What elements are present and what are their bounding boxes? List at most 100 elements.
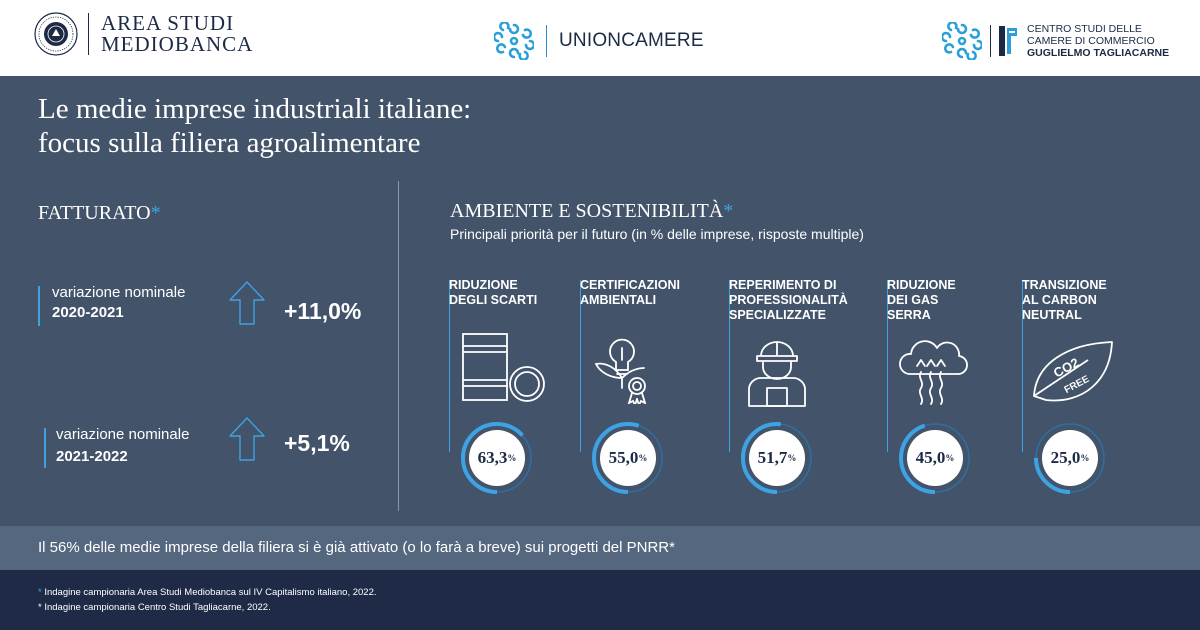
mediobanca-line1: AREA STUDI [101, 11, 235, 35]
percent-arc [741, 422, 813, 494]
priority-label-line: DEGLI SCARTI [449, 293, 538, 307]
priority-label-line: SERRA [887, 308, 931, 322]
arrow-up-icon [229, 417, 265, 461]
pnrr-note: Il 56% delle medie imprese della filiera… [38, 539, 675, 556]
mediobanca-line2: MEDIOBANCA [101, 32, 254, 56]
title-line2: focus sulla filiera agroalimentare [38, 127, 421, 159]
priority-percent: 55,0% [592, 422, 664, 494]
percent-arc [1034, 422, 1106, 494]
priority-percent-ring: 55,0% [592, 422, 664, 494]
stat-years: 2020-2021 [52, 304, 124, 321]
priority-label: TRANSIZIONE AL CARBON NEUTRAL [1022, 278, 1107, 323]
priority-label-line: AMBIENTALI [580, 293, 657, 307]
pnrr-note-band: Il 56% delle medie imprese della filiera… [0, 526, 1200, 570]
footnote-text: * Indagine campionaria Centro Studi Tagl… [38, 602, 271, 613]
stat-label: variazione nominale [52, 284, 186, 301]
percent-value: 25,0 [1050, 448, 1081, 467]
main-panel: Le medie imprese industriali italiane: f… [0, 76, 1200, 526]
fatturato-stat-1: variazione nominale 2020-2021 +11,0% [38, 281, 378, 334]
footnote-1: * Indagine campionaria Area Studi Mediob… [38, 587, 377, 598]
priority-label-line: PROFESSIONALITÀ [729, 293, 848, 307]
percent-ring-gauge [592, 422, 664, 494]
priority-percent: 51,7% [741, 422, 813, 494]
footnotes: * Indagine campionaria Area Studi Mediob… [0, 570, 1200, 630]
priority-accent-line [1022, 280, 1023, 452]
mediobanca-divider [88, 13, 89, 55]
priority-label-line: DEI GAS [887, 293, 939, 307]
unioncamere-logo: UNIONCAMERE [494, 22, 704, 60]
percent-unit: % [1080, 453, 1090, 463]
co2-free-leaf-icon: CO2 FREE [1033, 341, 1113, 402]
footnote-2: * Indagine campionaria Centro Studi Tagl… [38, 602, 271, 613]
centro-studi-wordmark: CENTRO STUDI DELLE CAMERE DI COMMERCIO G… [1027, 23, 1169, 59]
footnote-text: Indagine campionaria Area Studi Medioban… [41, 587, 377, 598]
ambiente-heading: AMBIENTE E SOSTENIBILITÀ* [450, 200, 733, 223]
unioncamere-divider [546, 25, 547, 57]
fatturato-heading-text: FATTURATO [38, 202, 151, 224]
stat-value: +5,1% [284, 430, 350, 456]
fatturato-asterisk: * [150, 202, 161, 224]
priority-percent-ring: 63,3% [461, 422, 533, 494]
priority-card-carbon-neutral: TRANSIZIONE AL CARBON NEUTRAL CO2 FREE 2… [1022, 278, 1162, 494]
stat-label: variazione nominale [56, 426, 190, 443]
ambiente-subtitle: Principali priorità per il futuro (in % … [450, 226, 864, 242]
unioncamere-wordmark: UNIONCAMERE [559, 30, 704, 51]
priority-label-line: AL CARBON [1022, 293, 1097, 307]
barrel-icon [462, 333, 545, 402]
percent-arc [592, 422, 664, 494]
percent-value: 51,7 [757, 448, 788, 467]
ambiente-asterisk: * [723, 200, 734, 222]
priority-accent-line [729, 280, 730, 452]
percent-unit: % [787, 453, 797, 463]
priority-label-line: REPERIMENTO DI [729, 278, 837, 292]
stat-value: +11,0% [284, 298, 362, 324]
percent-ring-gauge [461, 422, 533, 494]
stat-accent-bar [38, 286, 40, 326]
tagliacarne-emblem-icon [999, 26, 1017, 56]
unioncamere-swirl-icon [494, 22, 534, 60]
percent-ring-gauge [1034, 422, 1106, 494]
cloud-emission-icon [899, 340, 968, 405]
centro-studi-line1: CENTRO STUDI DELLE [1027, 23, 1142, 35]
section-divider [398, 181, 399, 511]
priority-label-line: TRANSIZIONE [1022, 278, 1107, 292]
page-title: Le medie imprese industriali italiane: f… [38, 92, 471, 160]
stat-years: 2021-2022 [56, 448, 128, 465]
priority-label-line: CERTIFICAZIONI [580, 278, 680, 292]
header: AREA STUDI MEDIOBANCA UNIONCAMERE [0, 0, 1200, 76]
priority-percent-ring: 51,7% [741, 422, 813, 494]
centro-studi-line2: CAMERE DI COMMERCIO [1027, 35, 1155, 47]
priority-accent-line [580, 280, 581, 452]
mediobanca-logo: AREA STUDI MEDIOBANCA [34, 12, 253, 56]
percent-ring-gauge [741, 422, 813, 494]
svg-text:FREE: FREE [1063, 374, 1092, 396]
footnote-marker: * [38, 587, 42, 598]
title-line1: Le medie imprese industriali italiane: [38, 93, 472, 125]
percent-value: 63,3 [477, 448, 508, 467]
arrow-up-icon [229, 281, 265, 325]
percent-unit: % [638, 453, 648, 463]
eco-lightbulb-certificate-icon [594, 338, 647, 404]
priority-accent-line [887, 280, 888, 452]
priority-label: REPERIMENTO DI PROFESSIONALITÀ SPECIALIZ… [729, 278, 848, 323]
unioncamere-swirl-icon [942, 22, 982, 60]
priority-card-gas-serra: RIDUZIONE DEI GAS SERRA 45,0% [887, 278, 1027, 494]
stat-accent-bar [44, 428, 46, 468]
priority-percent-ring: 45,0% [899, 422, 971, 494]
mediobanca-wordmark: AREA STUDI MEDIOBANCA [101, 13, 253, 55]
priority-percent: 45,0% [899, 422, 971, 494]
percent-value: 45,0 [915, 448, 946, 467]
priority-card-riduzione-scarti: RIDUZIONE DEGLI SCARTI 63,3% [449, 278, 589, 494]
percent-ring-gauge [899, 422, 971, 494]
priority-card-certificazioni: CERTIFICAZIONI AMBIENTALI 55,0% [580, 278, 720, 494]
priority-card-professionalita: REPERIMENTO DI PROFESSIONALITÀ SPECIALIZ… [729, 278, 869, 494]
percent-arc [461, 422, 533, 494]
worker-hardhat-icon [748, 341, 806, 407]
priority-accent-line [449, 280, 450, 452]
priority-label-line: NEUTRAL [1022, 308, 1082, 322]
priority-label: CERTIFICAZIONI AMBIENTALI [580, 278, 680, 308]
priority-label-line: RIDUZIONE [449, 278, 518, 292]
priority-label: RIDUZIONE DEI GAS SERRA [887, 278, 956, 323]
fatturato-stat-2: variazione nominale 2021-2022 +5,1% [44, 417, 384, 476]
percent-unit: % [507, 453, 517, 463]
